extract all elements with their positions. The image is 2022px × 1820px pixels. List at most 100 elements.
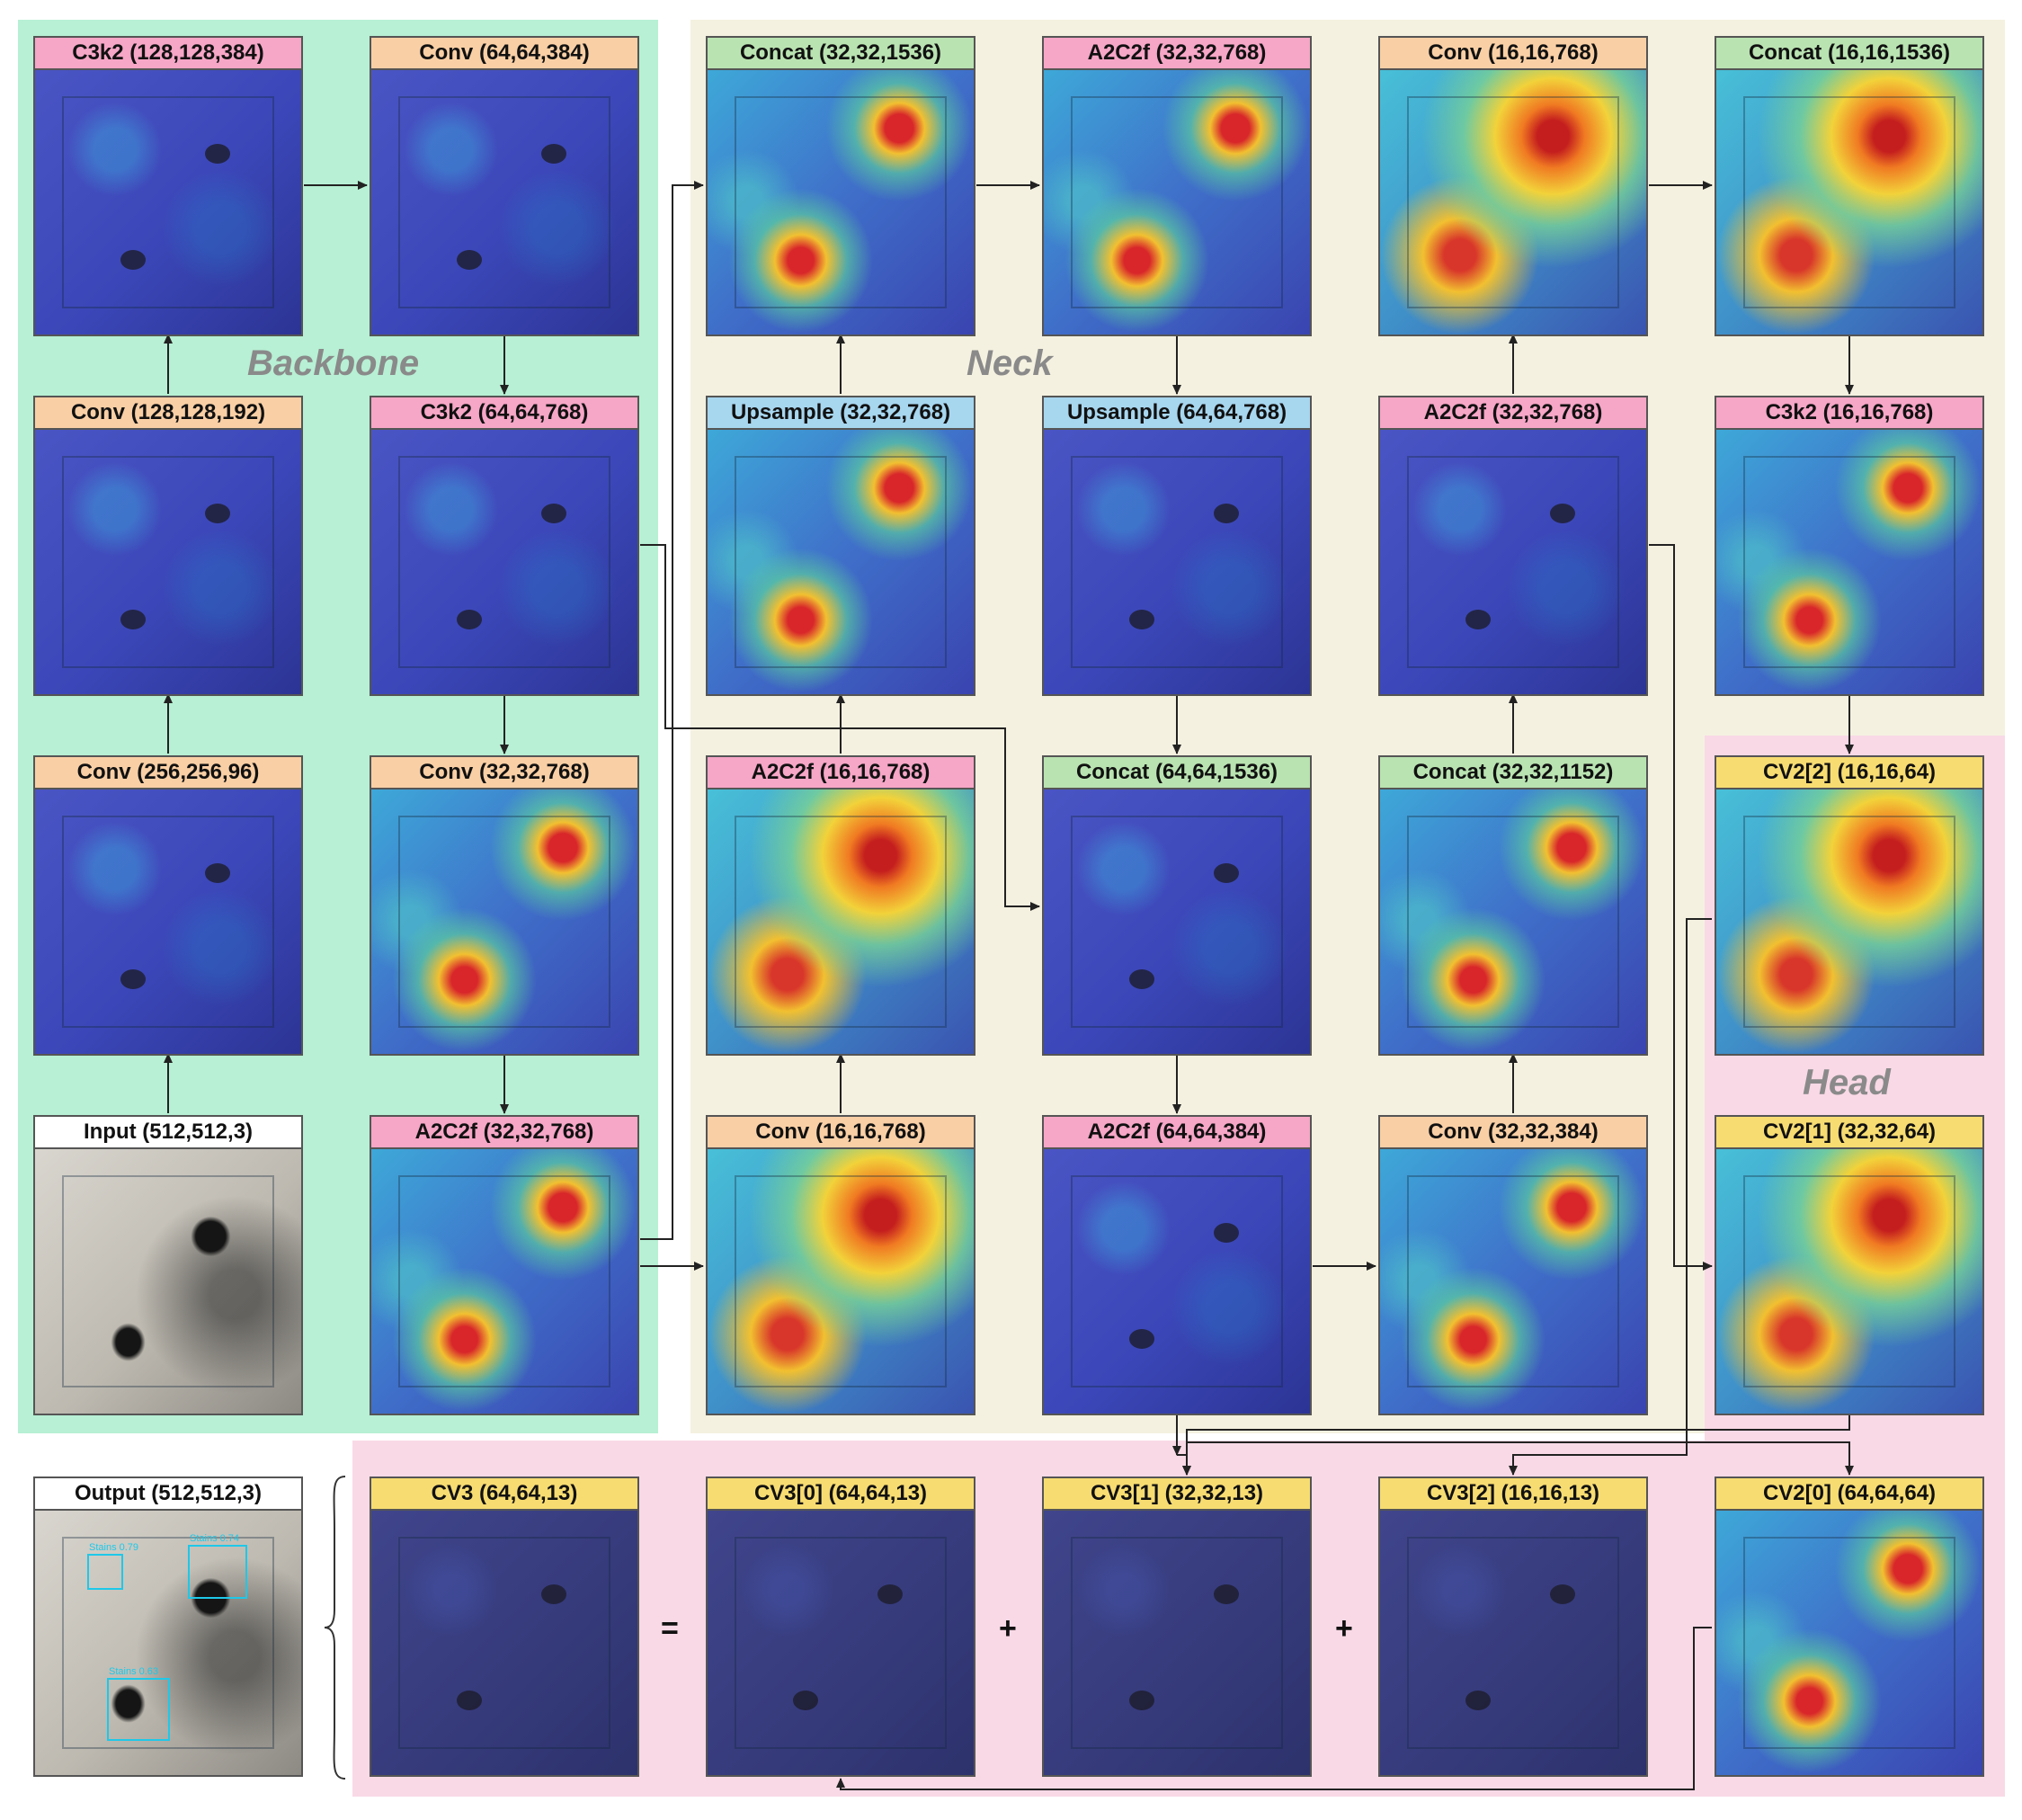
feature-map (371, 1149, 637, 1414)
card-label: CV3 (64,64,13) (371, 1478, 637, 1511)
arrow-cv2-1-to-cv3-1 (1182, 1414, 1850, 1476)
card-label: Conv (32,32,768) (371, 757, 637, 790)
card-c3k2-64-768: C3k2 (64,64,768) (370, 396, 639, 696)
card-label: Conv (128,128,192) (35, 397, 301, 430)
feature-map (1716, 790, 1982, 1054)
card-conv-32-384: Conv (32,32,384) (1378, 1115, 1648, 1415)
feature-map (1044, 1511, 1310, 1775)
input-image (35, 1149, 301, 1414)
feature-map (1716, 1511, 1982, 1775)
backbone-title: Backbone (247, 343, 420, 383)
feature-map (1044, 1149, 1310, 1414)
detection-box: Stains 0.74 (188, 1533, 247, 1599)
feature-map (708, 430, 974, 694)
card-label: Conv (64,64,384) (371, 38, 637, 70)
card-label: A2C2f (64,64,384) (1044, 1117, 1310, 1149)
feature-map (35, 70, 301, 335)
card-label: CV2[1] (32,32,64) (1716, 1117, 1982, 1149)
card-a2c2f-64-384: A2C2f (64,64,384) (1042, 1115, 1312, 1415)
feature-map (708, 1149, 974, 1414)
card-label: Conv (32,32,384) (1380, 1117, 1646, 1149)
detection-box: Stains 0.79 (87, 1542, 138, 1590)
card-label: Upsample (32,32,768) (708, 397, 974, 430)
card-concat-64-1536: Concat (64,64,1536) (1042, 755, 1312, 1056)
arrow-to-cv2-0 (1187, 1441, 1854, 1476)
feature-map (1380, 1149, 1646, 1414)
detection-label: Stains 0.63 (109, 1666, 159, 1677)
feature-map (35, 430, 301, 694)
feature-map (1044, 70, 1310, 335)
feature-map (1380, 430, 1646, 694)
plus-sign: + (999, 1611, 1017, 1646)
card-upsample-32-768: Upsample (32,32,768) (706, 396, 975, 696)
card-conv-256-96: Conv (256,256,96) (33, 755, 303, 1056)
card-conv-16-768-bot: Conv (16,16,768) (706, 1115, 975, 1415)
card-cv2-1: CV2[1] (32,32,64) (1715, 1115, 1984, 1415)
card-label: CV3[0] (64,64,13) (708, 1478, 974, 1511)
card-label: Concat (64,64,1536) (1044, 757, 1310, 790)
feature-map (1380, 70, 1646, 335)
detection-label: Stains 0.79 (89, 1542, 139, 1553)
feature-map (35, 790, 301, 1054)
card-cv3-2: CV3[2] (16,16,13) (1378, 1477, 1648, 1777)
card-conv-64-384: Conv (64,64,384) (370, 36, 639, 336)
feature-map (371, 70, 637, 335)
card-label: CV3[1] (32,32,13) (1044, 1478, 1310, 1511)
feature-map (708, 70, 974, 335)
card-upsample-64-768: Upsample (64,64,768) (1042, 396, 1312, 696)
card-concat-32-1152: Concat (32,32,1152) (1378, 755, 1648, 1056)
feature-map (1716, 430, 1982, 694)
head-title: Head (1803, 1063, 1891, 1102)
neck-title: Neck (966, 343, 1053, 383)
card-concat-16-1536: Concat (16,16,1536) (1715, 36, 1984, 336)
card-label: Conv (256,256,96) (35, 757, 301, 790)
card-input: Input (512,512,3) (33, 1115, 303, 1415)
card-cv3-0: CV3[0] (64,64,13) (706, 1477, 975, 1777)
card-concat-32-1536: Concat (32,32,1536) (706, 36, 975, 336)
card-cv2-2: CV2[2] (16,16,64) (1715, 755, 1984, 1056)
feature-map (1716, 70, 1982, 335)
card-conv-16-768-top: Conv (16,16,768) (1378, 36, 1648, 336)
detection-box: Stains 0.63 (107, 1666, 170, 1741)
arrow-cv2-0-to-cv3 (836, 1627, 1712, 1790)
card-label: A2C2f (32,32,768) (1380, 397, 1646, 430)
card-label: Conv (16,16,768) (708, 1117, 974, 1149)
arrow-to-cv3-1 (1177, 1454, 1191, 1476)
card-label: Input (512,512,3) (35, 1117, 301, 1149)
card-label: CV3[2] (16,16,13) (1380, 1478, 1646, 1511)
card-label: CV2[2] (16,16,64) (1716, 757, 1982, 790)
card-a2c2f-32-768-top: A2C2f (32,32,768) (1042, 36, 1312, 336)
arrow-c3k2-64-to-concat64 (640, 544, 1040, 911)
feature-map (371, 790, 637, 1054)
card-label: A2C2f (32,32,768) (371, 1117, 637, 1149)
curly-brace (324, 1476, 346, 1780)
feature-map (371, 1511, 637, 1775)
card-label: C3k2 (128,128,384) (35, 38, 301, 70)
card-label: Output (512,512,3) (35, 1478, 301, 1511)
card-c3k2-16-768: C3k2 (16,16,768) (1715, 396, 1984, 696)
detection-label: Stains 0.74 (190, 1533, 240, 1544)
card-output: Output (512,512,3) Stains 0.79 Stains 0.… (33, 1477, 303, 1777)
card-label: CV2[0] (64,64,64) (1716, 1478, 1982, 1511)
feature-map (371, 430, 637, 694)
card-label: A2C2f (16,16,768) (708, 757, 974, 790)
card-label: Upsample (64,64,768) (1044, 397, 1310, 430)
card-label: Conv (16,16,768) (1380, 38, 1646, 70)
card-cv3: CV3 (64,64,13) (370, 1477, 639, 1777)
card-label: Concat (32,32,1152) (1380, 757, 1646, 790)
card-conv-32-768: Conv (32,32,768) (370, 755, 639, 1056)
card-label: A2C2f (32,32,768) (1044, 38, 1310, 70)
plus-sign: + (1335, 1611, 1353, 1646)
card-label: Concat (16,16,1536) (1716, 38, 1982, 70)
arrow-cv2-2-to-cv3-2 (1509, 918, 1712, 1476)
card-label: C3k2 (16,16,768) (1716, 397, 1982, 430)
output-image: Stains 0.79 Stains 0.74 Stains 0.63 (35, 1511, 301, 1775)
card-a2c2f-32-768-bot: A2C2f (32,32,768) (370, 1115, 639, 1415)
card-cv3-1: CV3[1] (32,32,13) (1042, 1477, 1312, 1777)
equals-sign: = (661, 1611, 679, 1646)
card-a2c2f-16-768: A2C2f (16,16,768) (706, 755, 975, 1056)
arrow-a2c2f32mid-to-cv2-1 (1649, 544, 1713, 1271)
card-conv-128-192: Conv (128,128,192) (33, 396, 303, 696)
feature-map (1044, 430, 1310, 694)
